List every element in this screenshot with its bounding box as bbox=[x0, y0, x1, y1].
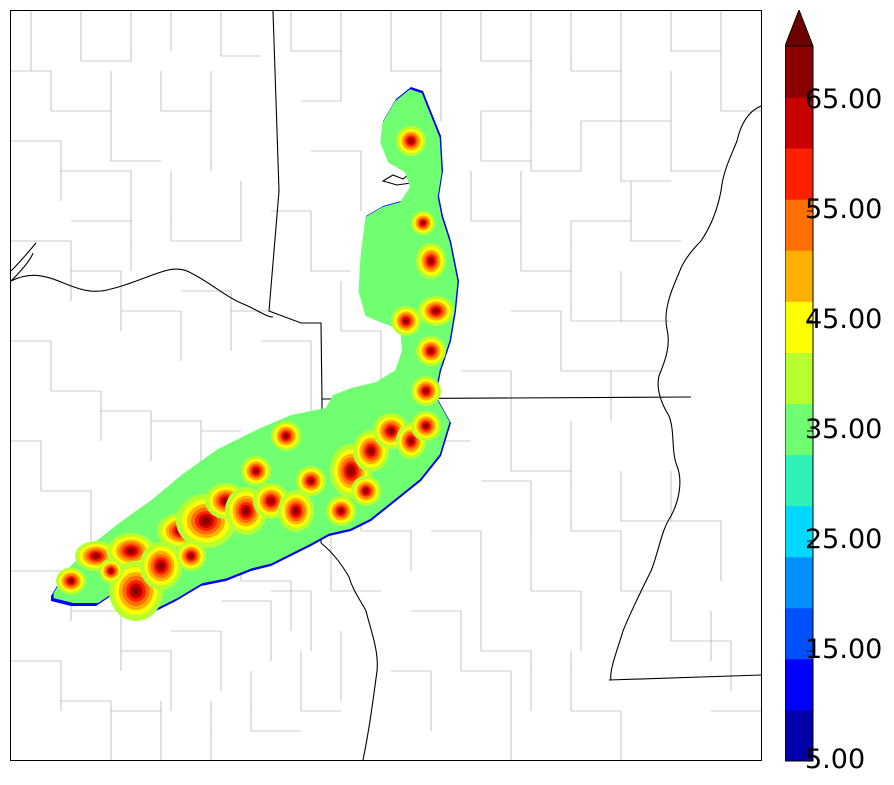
colorbar-tick-label: 45.00 bbox=[805, 306, 882, 333]
colorbar-extend-arrow bbox=[785, 10, 813, 46]
colorbar-segment bbox=[785, 250, 813, 302]
swath-core-band bbox=[339, 509, 343, 513]
swath-core-band bbox=[368, 448, 373, 454]
colorbar-tick-label: 15.00 bbox=[805, 636, 882, 663]
swath-core-band bbox=[93, 554, 99, 558]
colorbar-tick-label: 5.00 bbox=[805, 746, 865, 773]
colorbar-segment bbox=[785, 455, 813, 507]
swath-core-band bbox=[429, 349, 433, 353]
swath-core-band bbox=[109, 569, 113, 573]
colorbar-segment bbox=[785, 352, 813, 404]
colorbar-segment bbox=[785, 659, 813, 711]
swath-core-band bbox=[158, 562, 164, 569]
swath-core-band bbox=[404, 319, 408, 323]
swath-core-band bbox=[348, 467, 354, 475]
field-swath bbox=[51, 87, 459, 621]
swath-core-band bbox=[202, 517, 211, 525]
swath-core-band bbox=[268, 498, 273, 503]
swath-core-band bbox=[421, 221, 425, 225]
swath-main-band bbox=[54, 89, 458, 616]
swath-core-band bbox=[424, 424, 428, 428]
swath-core-band bbox=[433, 309, 438, 313]
swath-core-band bbox=[409, 139, 413, 143]
swath-core-band bbox=[364, 489, 368, 493]
swath-core-band bbox=[243, 507, 249, 514]
swath-core-band bbox=[284, 434, 288, 438]
swath-core-band bbox=[424, 389, 428, 393]
colorbar-tick-label: 65.00 bbox=[805, 86, 882, 113]
swath-core-band bbox=[132, 587, 140, 596]
colorbar-segment bbox=[785, 557, 813, 609]
colorbar-tick-label: 55.00 bbox=[805, 196, 882, 223]
colorbar-tick-label: 35.00 bbox=[805, 416, 882, 443]
swath-core-band bbox=[189, 554, 193, 558]
swath-core-band bbox=[69, 579, 73, 583]
map-panel bbox=[10, 10, 762, 761]
colorbar-segment bbox=[785, 148, 813, 200]
swath-core-band bbox=[254, 469, 258, 473]
map-canvas bbox=[11, 11, 761, 760]
swath-core-band bbox=[309, 479, 313, 483]
swath-core-band bbox=[127, 548, 134, 553]
swath-core-band bbox=[429, 258, 433, 263]
colorbar-tick-label: 25.00 bbox=[805, 526, 882, 553]
swath-core-band bbox=[409, 438, 413, 443]
swath-core-band bbox=[293, 508, 298, 514]
swath-core-band bbox=[388, 428, 393, 433]
